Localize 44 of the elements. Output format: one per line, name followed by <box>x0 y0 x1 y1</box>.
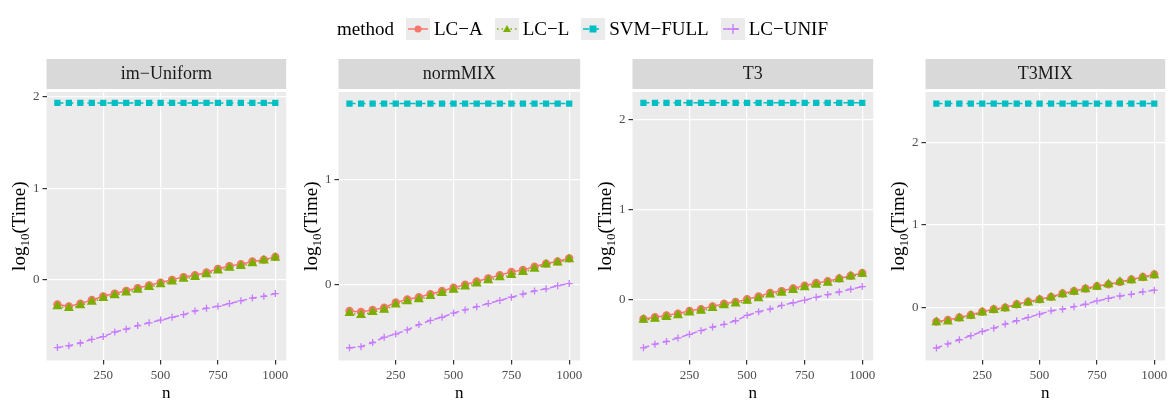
x-tick-label: 250 <box>385 366 406 382</box>
legend-label: LC−UNIF <box>748 18 829 40</box>
x-tick-label: 1000 <box>1141 366 1168 382</box>
x-tick-label: 250 <box>972 366 993 382</box>
x-tick-label: 500 <box>1029 366 1050 382</box>
y-tick-label: 1 <box>33 179 40 195</box>
y-tick-label: 1 <box>912 216 919 232</box>
y-tick-label: 1 <box>325 170 332 186</box>
x-axis-title: n <box>455 383 465 400</box>
x-tick-label: 750 <box>794 366 815 382</box>
x-axis-title: n <box>748 383 758 400</box>
x-axis-title: n <box>162 383 172 400</box>
y-tick-label: 0 <box>619 291 626 307</box>
chart-title: im−Uniform <box>120 62 212 83</box>
legend-label: LC−L <box>522 18 570 40</box>
x-tick-label: 250 <box>93 366 114 382</box>
chart-title: normMIX <box>422 62 496 83</box>
y-tick-label: 0 <box>325 276 332 292</box>
legend-title: method <box>336 18 394 40</box>
x-tick-label: 250 <box>679 366 700 382</box>
x-tick-label: 500 <box>150 366 171 382</box>
y-axis-title: log10(Time) <box>593 181 619 271</box>
y-tick-label: 2 <box>912 133 919 149</box>
y-axis-title: log10(Time) <box>299 181 325 271</box>
y-tick-label: 2 <box>33 88 40 103</box>
chart-title: T3 <box>742 62 763 83</box>
x-tick-label: 500 <box>737 366 757 382</box>
y-tick-label: 0 <box>912 298 919 314</box>
legend-label: SVM−FULL <box>609 18 709 40</box>
x-tick-label: 1000 <box>556 366 583 382</box>
x-tick-label: 750 <box>1087 366 1107 382</box>
x-tick-label: 750 <box>208 366 228 382</box>
x-axis-title: n <box>1041 383 1051 400</box>
x-tick-label: 1000 <box>262 366 289 382</box>
x-tick-label: 1000 <box>849 366 876 382</box>
y-tick-label: 0 <box>33 271 40 287</box>
y-axis-title: log10(Time) <box>886 181 912 271</box>
y-tick-label: 1 <box>619 201 626 217</box>
y-axis-title: log10(Time) <box>7 181 33 271</box>
chart-title: T3MIX <box>1017 62 1073 83</box>
legend-label: LC−A <box>433 18 483 40</box>
x-tick-label: 750 <box>501 366 522 382</box>
y-tick-label: 2 <box>619 111 626 127</box>
x-tick-label: 500 <box>443 366 464 382</box>
